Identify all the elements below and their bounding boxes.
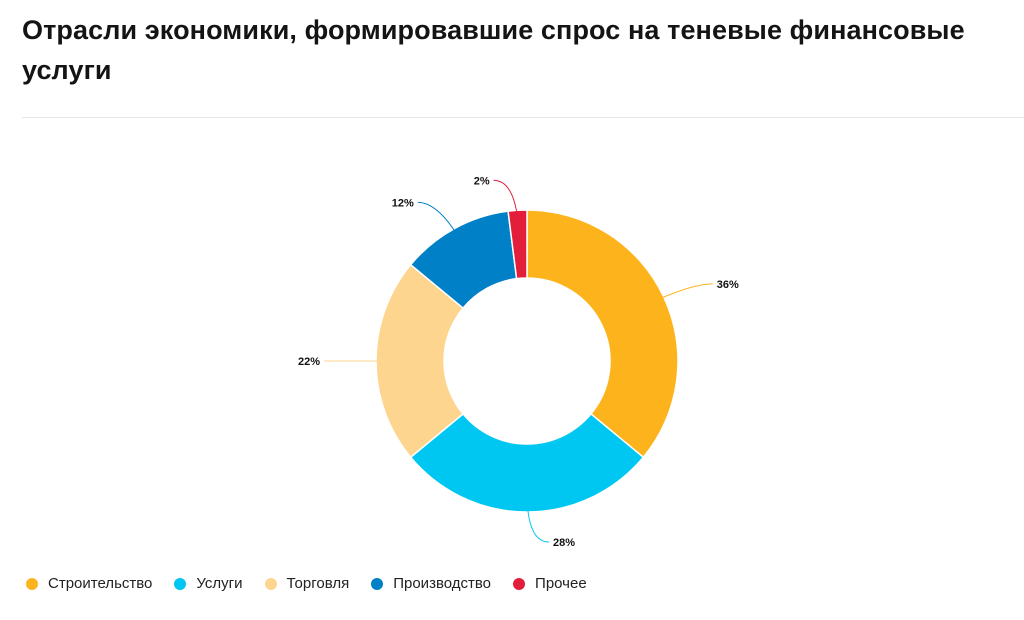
- legend-label: Производство: [393, 575, 492, 592]
- chart-title: Отрасли экономики, формировавшие спрос н…: [22, 15, 965, 85]
- leader-line-2: [526, 491, 550, 543]
- legend-label: Строительство: [48, 575, 153, 592]
- data-labels: 36% 28% 22% 12% 2%: [298, 175, 739, 549]
- data-label-3: 22%: [298, 356, 320, 368]
- legend-item-4[interactable]: Производство: [371, 575, 491, 592]
- legend-item-1[interactable]: Строительство: [26, 575, 152, 592]
- legend-marker: [264, 577, 277, 590]
- legend-item-2[interactable]: Услуги: [174, 575, 243, 592]
- data-label-5: 2%: [474, 175, 490, 187]
- donut-slice-2[interactable]: [409, 412, 645, 513]
- legend-marker: [174, 577, 187, 590]
- donut-slice-1[interactable]: [526, 209, 679, 459]
- legend-item-3[interactable]: Торговля: [264, 575, 350, 592]
- data-label-2: 28%: [553, 537, 575, 549]
- legend-marker: [26, 577, 38, 590]
- label-leader-lines: [324, 179, 713, 543]
- title-divider: [22, 117, 1024, 118]
- data-label-1: 36%: [717, 279, 739, 291]
- chart-legend: Строительство Услуги Торговля Производство П…: [26, 575, 587, 592]
- leader-line-1: [645, 283, 713, 306]
- leader-line-4: [417, 201, 465, 247]
- legend-label: Услуги: [196, 575, 243, 592]
- donut-slice-5[interactable]: [507, 209, 528, 280]
- legend-item-5[interactable]: Прочее: [513, 575, 587, 592]
- data-label-4: 12%: [392, 197, 414, 209]
- legend-label: Торговля: [286, 575, 350, 592]
- legend-marker: [513, 577, 526, 590]
- donut-slice-3[interactable]: [375, 263, 465, 459]
- legend-marker: [371, 577, 384, 590]
- donut-slices: [375, 209, 679, 513]
- leader-line-5: [493, 179, 520, 231]
- legend-label: Прочее: [535, 575, 587, 592]
